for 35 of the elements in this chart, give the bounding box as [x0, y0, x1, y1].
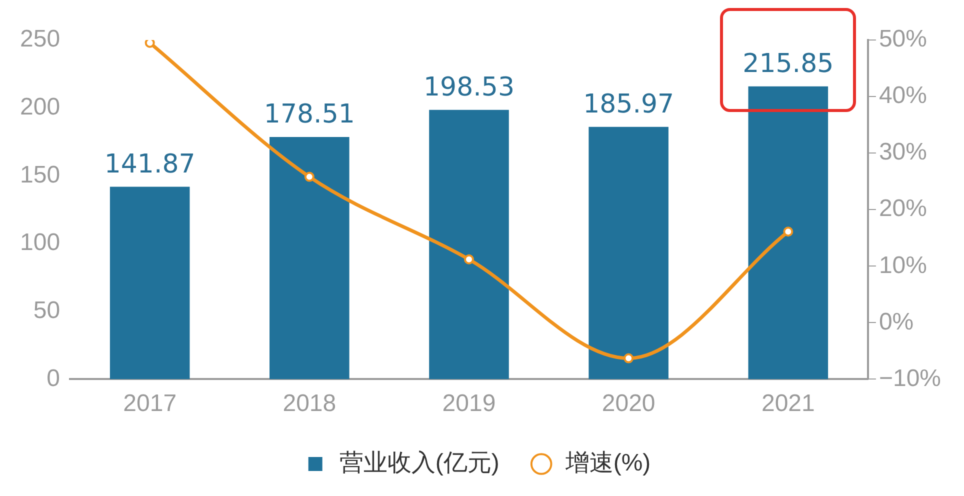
x-tick-label: 2021 — [761, 390, 815, 418]
data-label: 178.51 — [264, 100, 355, 130]
point — [624, 353, 634, 364]
y-tick-label: 150 — [20, 161, 60, 188]
x-tick-label: 2019 — [442, 390, 496, 418]
y2-tick-label: 20% — [878, 195, 927, 222]
point — [783, 226, 794, 237]
point — [144, 40, 155, 48]
bar — [588, 126, 668, 380]
y-tick-label: 200 — [20, 93, 60, 120]
y-tick-label: 50 — [33, 296, 60, 324]
x-tick-label: 2018 — [282, 390, 336, 418]
y2-tick-label: 40% — [878, 82, 927, 110]
data-label: 141.87 — [104, 149, 196, 180]
x-tick-label: 2020 — [602, 390, 656, 418]
data-label: 198.53 — [424, 72, 514, 103]
bar — [110, 186, 190, 380]
data-label: 215.85 — [742, 49, 834, 80]
legend-label: 营业收入(亿元) — [339, 450, 500, 477]
y-tick-label: 0 — [46, 364, 60, 392]
bar — [270, 137, 350, 380]
y2-tick-label: 10% — [878, 252, 927, 279]
point — [464, 254, 474, 264]
y2-tick-label: −10% — [878, 364, 942, 392]
point — [304, 172, 314, 182]
y-tick-label: 100 — [20, 229, 60, 256]
y2-tick-label: 50% — [878, 26, 927, 53]
data-label: 185.97 — [583, 90, 674, 120]
y2-tick-label: 0% — [878, 308, 914, 336]
bar — [748, 86, 828, 380]
x-tick-label: 2017 — [123, 390, 177, 418]
y2-tick-label: 30% — [878, 138, 927, 166]
bar — [429, 110, 509, 380]
y-tick-label: 250 — [20, 26, 60, 53]
legend-label: 增速(%) — [564, 450, 651, 477]
